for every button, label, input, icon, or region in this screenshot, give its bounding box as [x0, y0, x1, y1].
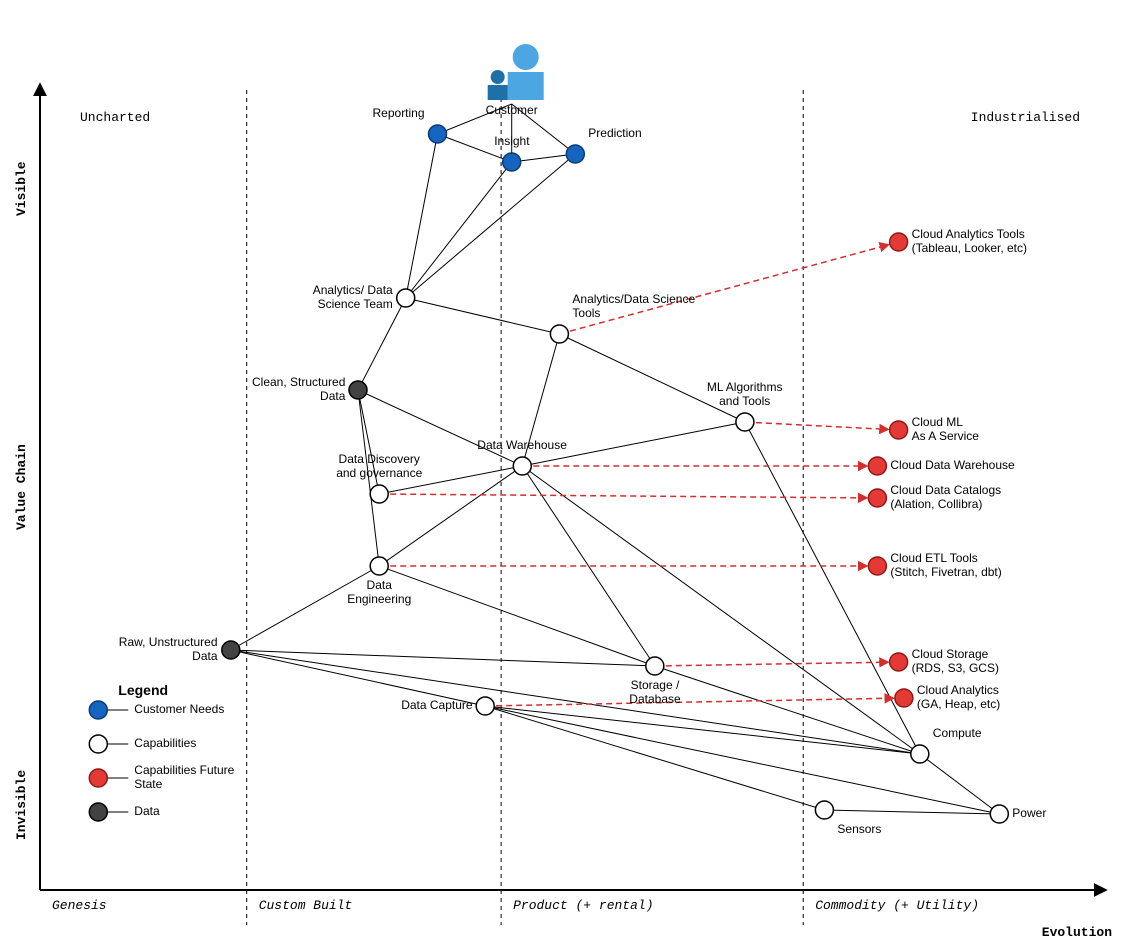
legend [89, 701, 128, 821]
y-axis-sublabel: Visible [14, 161, 29, 216]
evolution-arrows [390, 245, 893, 706]
node-f_storage [890, 653, 908, 671]
map-svg [0, 0, 1130, 950]
stage-label: Commodity (+ Utility) [815, 898, 979, 913]
y-axis-title: Value Chain [14, 444, 29, 530]
node-power [990, 805, 1008, 823]
legend-item: Capabilities Future State [134, 764, 234, 792]
node-storage [646, 657, 664, 675]
node-raw_data [222, 641, 240, 659]
node-capture [476, 697, 494, 715]
node-reporting [429, 125, 447, 143]
corner-uncharted: Uncharted [80, 110, 150, 125]
node-compute [911, 745, 929, 763]
y-axis-sublabel: Invisible [14, 770, 29, 840]
stage-label: Custom Built [259, 898, 353, 913]
node-clean_data [349, 381, 367, 399]
node-f_catalogs [868, 489, 886, 507]
corner-industrialised: Industrialised [971, 110, 1080, 125]
legend-item: Customer Needs [134, 703, 224, 717]
node-ads_team [397, 289, 415, 307]
node-ml_tools [736, 413, 754, 431]
node-insight [503, 153, 521, 171]
node-f_ga [895, 689, 913, 707]
node-prediction [566, 145, 584, 163]
stage-label: Genesis [52, 898, 107, 913]
node-f_cloud_ml [890, 421, 908, 439]
legend-title: Legend [118, 682, 168, 698]
legend-item: Capabilities [134, 737, 196, 751]
node-f_cloud_dwh [868, 457, 886, 475]
stage-label: Product (+ rental) [513, 898, 653, 913]
nodes [222, 125, 1009, 823]
node-data_eng [370, 557, 388, 575]
node-dwh [513, 457, 531, 475]
customer-icon [488, 44, 544, 100]
node-f_analytics_tools [890, 233, 908, 251]
legend-item: Data [134, 805, 159, 819]
node-discovery [370, 485, 388, 503]
node-sensors [815, 801, 833, 819]
node-ads_tools [550, 325, 568, 343]
x-axis-title: Evolution [1042, 925, 1112, 940]
wardley-map: Value Chain Evolution Uncharted Industri… [0, 0, 1130, 950]
node-f_etl [868, 557, 886, 575]
